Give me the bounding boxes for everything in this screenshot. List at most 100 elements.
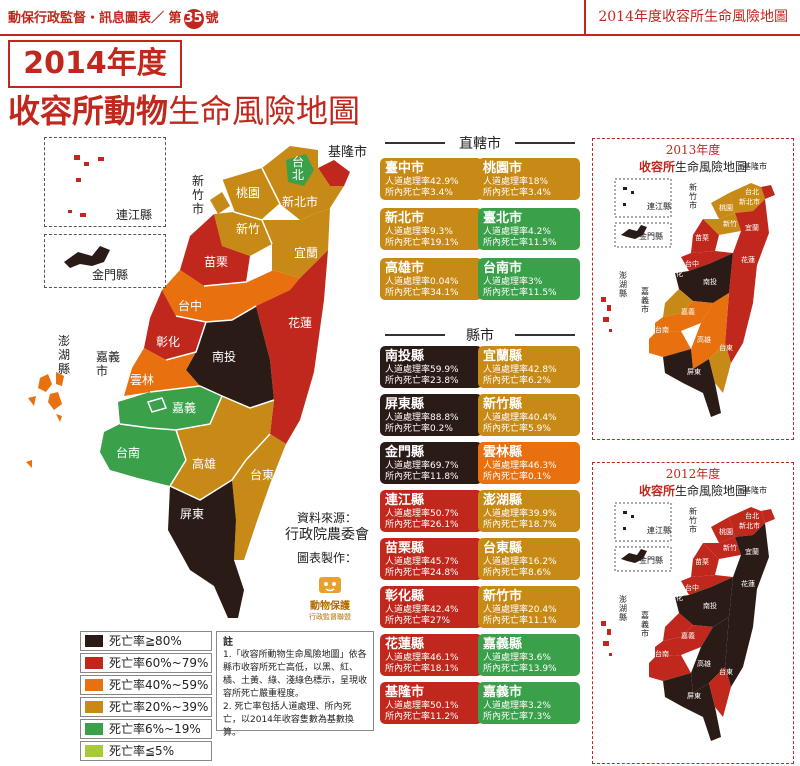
card-euthanasia-rate: 人道處理率46.3% bbox=[483, 461, 557, 471]
card-name: 嘉義縣 bbox=[483, 637, 523, 652]
mini-2013-label-penghu: 澎湖縣 bbox=[619, 271, 627, 298]
label-chiayi-city: 嘉義市 bbox=[96, 350, 121, 378]
card-death-rate: 所內死亡率34.1% bbox=[385, 288, 459, 298]
penghu-islands bbox=[26, 372, 64, 468]
series-label: 動保行政監督・訊息圖表／ 第 35 號 bbox=[8, 7, 219, 29]
card-euthanasia-rate: 人道處理率45.7% bbox=[385, 557, 459, 567]
card-euthanasia-rate: 人道處理率50.1% bbox=[385, 701, 459, 711]
mini-2013-label-tainan: 台南 bbox=[655, 326, 669, 334]
label-chiayi: 嘉義 bbox=[172, 401, 197, 415]
source-block: 資料來源： 行政院農委會 圖表製作： bbox=[262, 510, 392, 567]
stat-card: 臺中市 人道處理率42.9% 所內死亡率3.4% bbox=[380, 158, 482, 200]
map-region-taipei bbox=[286, 154, 314, 186]
card-name: 連江縣 bbox=[385, 493, 425, 508]
card-death-rate: 所內死亡率18.7% bbox=[483, 520, 557, 530]
card-death-rate: 所內死亡率27% bbox=[385, 616, 451, 626]
card-death-rate: 所內死亡率13.9% bbox=[483, 664, 557, 674]
legend-swatch bbox=[85, 723, 103, 735]
label-hsinchu-city: 新竹市 bbox=[192, 174, 205, 216]
label-changhua: 彰化 bbox=[156, 335, 181, 349]
kinmen-frame bbox=[44, 234, 166, 288]
map-region-taichung bbox=[162, 270, 300, 322]
label-hualien: 花蓮 bbox=[288, 316, 313, 330]
mini-2013-label-yunlin: 雲林 bbox=[659, 290, 673, 298]
card-name: 臺北市 bbox=[483, 211, 523, 226]
label-miaoli: 苗栗 bbox=[204, 255, 229, 269]
stat-card: 彰化縣 人道處理率42.4% 所內死亡率27% bbox=[380, 586, 482, 628]
map-region-hsinchu-city bbox=[210, 192, 230, 214]
card-name: 苗栗縣 bbox=[385, 541, 425, 556]
card-death-rate: 所內死亡率0.1% bbox=[483, 472, 551, 482]
stat-card: 金門縣 人道處理率69.7% 所內死亡率11.8% bbox=[380, 442, 482, 484]
card-euthanasia-rate: 人道處理率0.04% bbox=[385, 277, 459, 287]
card-death-rate: 所內死亡率19.1% bbox=[385, 238, 459, 248]
card-euthanasia-rate: 人道處理率3.2% bbox=[483, 701, 551, 711]
card-death-rate: 所內死亡率5.9% bbox=[483, 424, 551, 434]
mini-2012-label-taipei: 台北 bbox=[745, 512, 759, 520]
stat-card: 新竹縣 人道處理率40.4% 所內死亡率5.9% bbox=[478, 394, 580, 436]
map-region-taoyuan bbox=[222, 168, 280, 220]
made-by-label: 圖表製作： bbox=[296, 551, 357, 565]
series-suffix: 號 bbox=[205, 11, 219, 26]
paw-logo-icon bbox=[319, 577, 341, 593]
card-euthanasia-rate: 人道處理率50.7% bbox=[385, 509, 459, 519]
card-name: 嘉義市 bbox=[483, 685, 523, 700]
mini-2013-year: 2013年度 bbox=[665, 143, 721, 157]
label-keelung: 基隆市 bbox=[328, 145, 368, 160]
card-euthanasia-rate: 人道處理率59.9% bbox=[385, 365, 459, 375]
map-region-taitung bbox=[232, 434, 286, 560]
title-year: 2014年度 bbox=[8, 40, 182, 88]
card-euthanasia-rate: 人道處理率40.4% bbox=[483, 413, 557, 423]
mini-2012-label-tainan: 台南 bbox=[655, 650, 669, 658]
card-name: 雲林縣 bbox=[483, 445, 523, 460]
stat-card: 嘉義市 人道處理率3.2% 所內死亡率7.3% bbox=[478, 682, 580, 724]
mini-2013-title: 收容所生命風險地圖 bbox=[593, 158, 793, 175]
card-name: 台南市 bbox=[483, 261, 523, 276]
stat-card: 南投縣 人道處理率59.9% 所內死亡率23.8% bbox=[380, 346, 482, 388]
mini-2012-label-pingtung: 屏東 bbox=[687, 692, 701, 700]
stat-card: 新北市 人道處理率9.3% 所內死亡率19.1% bbox=[380, 208, 482, 250]
mini-2012-title-bold: 收容所 bbox=[638, 484, 675, 498]
stat-card: 新竹市 人道處理率20.4% 所內死亡率11.1% bbox=[478, 586, 580, 628]
card-death-rate: 所內死亡率18.1% bbox=[385, 664, 459, 674]
card-euthanasia-rate: 人道處理率3% bbox=[483, 277, 543, 287]
label-yilan: 宜蘭 bbox=[294, 246, 319, 260]
mini-2012-label-taichung: 台中 bbox=[685, 584, 699, 592]
stat-card: 花蓮縣 人道處理率46.1% 所內死亡率18.1% bbox=[380, 634, 482, 676]
header-bar: 動保行政監督・訊息圖表／ 第 35 號 2014年度收容所生命風險地圖 bbox=[0, 0, 800, 36]
map-region-keelung bbox=[318, 160, 350, 186]
mini-2013-title-bold: 收容所 bbox=[638, 160, 675, 174]
legend-item: 死亡率≧80% bbox=[80, 631, 212, 651]
source-label: 資料來源： bbox=[296, 511, 357, 525]
lienchiang-frame bbox=[44, 137, 166, 227]
stat-card: 基隆市 人道處理率50.1% 所內死亡率11.2% bbox=[380, 682, 482, 724]
mini-2013-label-miaoli: 苗栗 bbox=[695, 234, 709, 242]
card-euthanasia-rate: 人道處理率39.9% bbox=[483, 509, 557, 519]
legend-item: 死亡率6%~19% bbox=[80, 719, 212, 739]
mini-2012-label-hsinchu: 新竹 bbox=[723, 544, 737, 552]
stat-card: 宜蘭縣 人道處理率42.8% 所內死亡率6.2% bbox=[478, 346, 580, 388]
card-name: 花蓮縣 bbox=[385, 637, 425, 652]
card-death-rate: 所內死亡率0.2% bbox=[385, 424, 453, 434]
legend-label: 死亡率40%~59% bbox=[109, 678, 209, 692]
stat-card: 臺北市 人道處理率4.2% 所內死亡率11.5% bbox=[478, 208, 580, 250]
card-name: 宜蘭縣 bbox=[483, 349, 523, 364]
map-region-hualien bbox=[256, 250, 328, 444]
card-name: 澎湖縣 bbox=[483, 493, 523, 508]
map-region-chiayi bbox=[118, 386, 222, 430]
card-euthanasia-rate: 人道處理率42.8% bbox=[483, 365, 557, 375]
mini-2012-label-miaoli: 苗栗 bbox=[695, 558, 709, 566]
mini-2013-label-taitung: 台東 bbox=[719, 344, 733, 352]
county-borders bbox=[119, 167, 281, 501]
mini-2012-label-hsinchu-city: 新竹市 bbox=[689, 507, 697, 534]
note-box: 註 1.「收容所動物生命風險地圖」依各縣市收容所死亡高低，以黑、紅、橘、土黃、綠… bbox=[216, 631, 374, 738]
series-prefix: 動保行政監督・訊息圖表／ 第 bbox=[8, 11, 182, 26]
header-right-title: 2014年度收容所生命風險地圖 bbox=[584, 0, 800, 34]
mini-2012-label-new-taipei: 新北市 bbox=[739, 522, 760, 530]
mini-2012-label-changhua: 彰化 bbox=[669, 594, 683, 602]
legend-label: 死亡率≧80% bbox=[109, 634, 182, 648]
title-bold: 收容所動物 bbox=[8, 92, 169, 130]
source-value: 行政院農委會 bbox=[285, 527, 369, 543]
card-euthanasia-rate: 人道處理率20.4% bbox=[483, 605, 557, 615]
series-number-badge: 35 bbox=[183, 9, 204, 29]
